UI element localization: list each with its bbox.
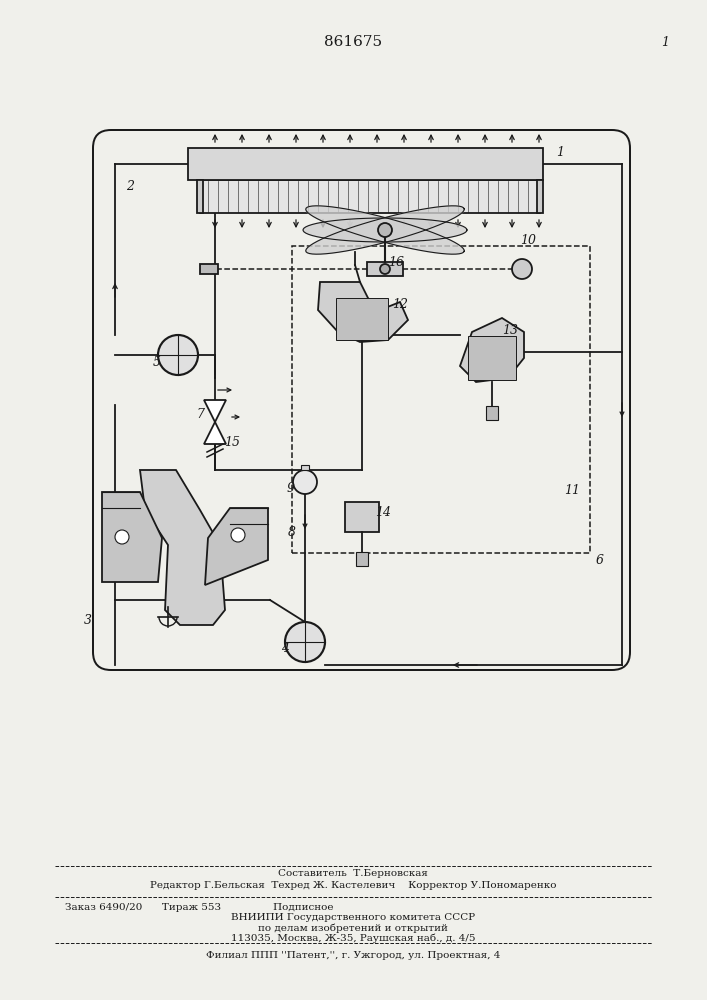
Bar [486,406,498,420]
Bar [356,552,368,566]
Bar [188,148,543,180]
Text: 3: 3 [84,613,92,626]
Bar [468,336,516,380]
Circle shape [512,259,532,279]
Bar [200,180,540,213]
Text: 8: 8 [288,526,296,538]
Text: Составитель  Т.Берновская: Составитель Т.Берновская [278,869,428,879]
Bar [200,264,218,274]
Bar [197,180,203,213]
Polygon shape [204,422,226,444]
Text: 7: 7 [196,408,204,422]
Text: Заказ 6490/20      Тираж 553                Подписное: Заказ 6490/20 Тираж 553 Подписное [65,904,334,912]
Text: 13: 13 [502,324,518,336]
Polygon shape [102,492,162,582]
Text: Филиал ППП ''Патент,'', г. Ужгород, ул. Проектная, 4: Филиал ППП ''Патент,'', г. Ужгород, ул. … [206,950,500,960]
Circle shape [380,264,390,274]
Bar [345,502,379,532]
Text: 11: 11 [564,484,580,496]
Circle shape [115,530,129,544]
Polygon shape [305,206,464,254]
Polygon shape [140,470,225,625]
Text: 5: 5 [153,356,161,368]
Bar [367,262,403,276]
Text: Редактор Г.Бельская  Техред Ж. Кастелевич    Корректор У.Пономаренко: Редактор Г.Бельская Техред Ж. Кастелевич… [150,880,556,890]
Text: 1: 1 [661,35,669,48]
Polygon shape [305,206,464,254]
Text: 12: 12 [392,298,408,312]
Circle shape [378,223,392,237]
Circle shape [231,528,245,542]
Polygon shape [303,218,467,242]
Bar [292,246,590,553]
Text: по делам изобретений и открытий: по делам изобретений и открытий [258,923,448,933]
Polygon shape [460,318,524,382]
Bar [336,298,388,340]
Text: 1: 1 [556,145,564,158]
Text: 6: 6 [596,554,604,566]
Text: 113035, Москва, Ж-35, Раушская наб., д. 4/5: 113035, Москва, Ж-35, Раушская наб., д. … [230,933,475,943]
Bar [537,180,543,213]
Text: 2: 2 [126,180,134,194]
Polygon shape [204,400,226,422]
Circle shape [158,335,198,375]
Text: 14: 14 [375,506,391,518]
Text: 4: 4 [281,642,289,654]
Text: 16: 16 [388,255,404,268]
Text: 10: 10 [520,233,536,246]
Text: 9: 9 [287,482,295,494]
Polygon shape [205,508,268,585]
Text: 861675: 861675 [324,35,382,49]
Polygon shape [318,282,408,342]
Text: 15: 15 [224,436,240,450]
Circle shape [285,622,325,662]
Circle shape [293,470,317,494]
Bar [301,465,309,470]
Text: ВНИИПИ Государственного комитета СССР: ВНИИПИ Государственного комитета СССР [231,914,475,922]
